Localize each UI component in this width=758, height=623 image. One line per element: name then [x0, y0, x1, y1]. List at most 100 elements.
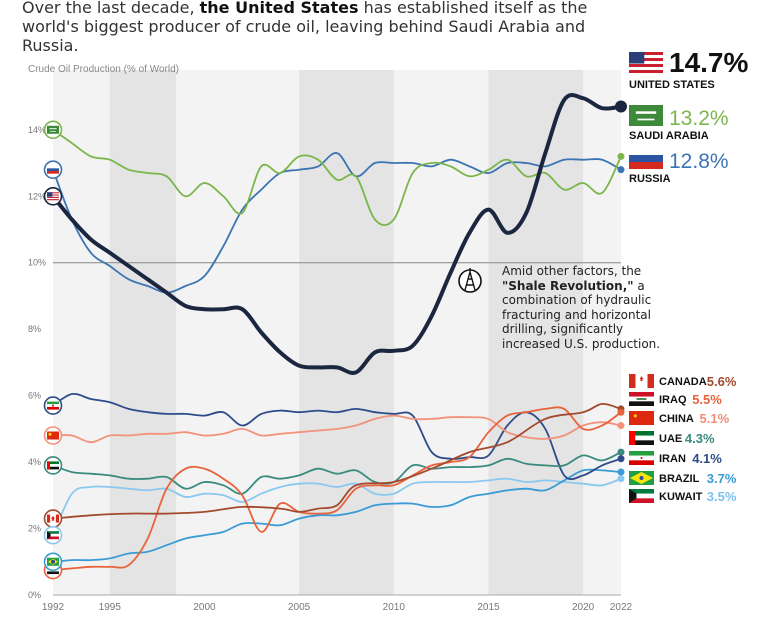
- flag-bar: [629, 431, 636, 445]
- legend-value-canada: 5.6%: [707, 374, 737, 389]
- flag-canton: [629, 52, 645, 64]
- legend-item-kuwait: KUWAIT 3.5%: [629, 489, 737, 504]
- flag-band: [47, 461, 59, 465]
- legend-value-brazil: 3.7%: [707, 471, 737, 486]
- flag-band: [47, 464, 59, 467]
- end-dot-united-states: [615, 100, 627, 113]
- legend-item-china: CHINA 5.1%: [629, 411, 730, 426]
- series-line-canada: [52, 402, 622, 520]
- legend-item-brazil: BRAZIL 3.7%: [629, 471, 737, 486]
- series-line-iraq: [52, 406, 622, 571]
- flag-band: [47, 406, 59, 410]
- y-tick-label: 8%: [28, 324, 41, 334]
- x-tick-label: 1992: [42, 602, 65, 613]
- flag-band: [47, 171, 59, 174]
- legend-value-russia: 12.8%: [669, 150, 729, 173]
- flag-band: [629, 431, 654, 436]
- legend-name-united-states: UNITED STATES: [629, 79, 715, 91]
- start-flag-brazil: [43, 552, 63, 572]
- x-tick-label: 2015: [477, 602, 500, 613]
- legend-name-canada: CANADA: [659, 376, 707, 388]
- end-dot-china: [617, 422, 625, 430]
- legend-value-iraq: 5.5%: [692, 392, 722, 407]
- legend-name-uae: UAE: [659, 433, 682, 445]
- flag-stripe: [629, 55, 663, 58]
- flag-band: [47, 536, 59, 540]
- flag-band: [629, 392, 654, 397]
- flag-field: [47, 431, 59, 440]
- star-icon: [633, 414, 637, 418]
- legend-name-china: CHINA: [659, 413, 694, 425]
- flag-stripe: [47, 195, 59, 197]
- flag-band: [629, 148, 663, 155]
- flag-bar: [47, 461, 50, 470]
- plot-background: [53, 70, 621, 595]
- legend-item-russia: 12.8%RUSSIA: [629, 148, 729, 185]
- end-dot-iraq: [617, 408, 625, 416]
- flag-band: [629, 440, 654, 445]
- y-tick-label: 14%: [28, 125, 46, 135]
- y-tick-label: 0%: [28, 590, 41, 600]
- axes: Crude Oil Production (% of World): [28, 64, 179, 75]
- series-line-uae: [52, 451, 622, 495]
- end-dot-saudi-arabia: [617, 152, 625, 160]
- end-dots: [615, 100, 627, 483]
- series-line-saudi-arabia: [52, 128, 622, 227]
- flag-band: [47, 531, 59, 534]
- flag-script: [49, 128, 57, 130]
- gridlines: 0% 2% 4% 6% 8% 10% 12% 14% 1992 1995 2000 2005 2010 2…: [28, 125, 633, 613]
- legend-name-saudi-arabia: SAUDI ARABIA: [629, 130, 709, 142]
- flag-globe: [639, 476, 644, 480]
- legend-item-iraq: IRAQ 5.5%: [629, 392, 722, 407]
- legend-value-saudi-arabia: 13.2%: [669, 107, 729, 130]
- y-tick-label: 10%: [28, 258, 46, 268]
- flag-band: [629, 489, 654, 494]
- x-tick-label: 2022: [610, 602, 633, 613]
- start-flag-united-states: [43, 186, 63, 206]
- legend-value-iran: 4.1%: [692, 451, 722, 466]
- flag-band: [47, 168, 59, 172]
- flag-band: [629, 498, 654, 503]
- flag-stripe: [47, 197, 59, 200]
- flag-band: [47, 533, 59, 537]
- flag-stripe: [47, 199, 59, 201]
- start-flags: [43, 120, 63, 580]
- y-tick-label: 4%: [28, 457, 41, 467]
- shale-annotation-text: Amid other factors, the "Shale Revolutio…: [502, 264, 661, 351]
- emblem-icon: [52, 404, 54, 407]
- legend-item-iran: IRAN 4.1%: [629, 451, 722, 466]
- flag-stripe: [47, 192, 59, 194]
- end-dot-kuwait: [617, 475, 625, 483]
- flag-bar: [629, 374, 636, 388]
- legend-item-united-states: 14.7%UNITED STATES: [629, 47, 748, 91]
- flag-field: [47, 125, 59, 134]
- flag-stripe: [629, 64, 663, 67]
- end-dot-brazil: [617, 468, 625, 476]
- legend-value-kuwait: 3.5%: [707, 489, 737, 504]
- legend-item-canada: CANADA 5.6%: [629, 374, 737, 389]
- flag-stripe: [47, 193, 59, 195]
- legend-name-kuwait: KUWAIT: [659, 491, 703, 503]
- flag-stripe: [629, 58, 663, 61]
- start-flag-canada: [43, 509, 63, 528]
- flag-band: [629, 155, 663, 162]
- legend-value-china: 5.1%: [700, 411, 730, 426]
- flag-stripe: [629, 67, 663, 70]
- end-dot-iran: [617, 455, 625, 463]
- shaded-band-3: [488, 70, 584, 595]
- y-tick-label: 12%: [28, 191, 46, 201]
- flag-sword: [50, 131, 56, 132]
- legend-name-iran: IRAN: [659, 453, 686, 465]
- chart-subtitle: Over the last decade, the United States …: [22, 0, 588, 55]
- series-line-russia: [52, 152, 622, 294]
- flag-script: [635, 111, 657, 114]
- y-tick-label: 6%: [28, 391, 41, 401]
- flag-band: [629, 435, 654, 441]
- flag-globe: [51, 559, 55, 564]
- legend-value-uae: 4.3%: [685, 431, 715, 446]
- flag-stripe: [629, 61, 663, 64]
- flag-canton: [47, 192, 53, 197]
- end-dot-uae: [617, 448, 625, 456]
- flag-stripe: [629, 52, 663, 55]
- flag-band: [629, 460, 654, 465]
